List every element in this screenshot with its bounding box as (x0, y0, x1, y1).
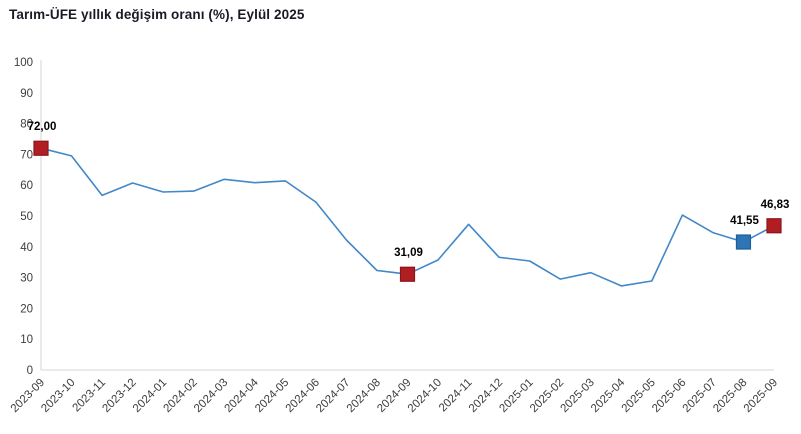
x-tick-label: 2023-10 (39, 377, 77, 415)
y-tick-label: 100 (14, 57, 33, 69)
data-point-label: 46,83 (761, 199, 790, 211)
chart-title: Tarım-ÜFE yıllık değişim oranı (%), Eylü… (9, 7, 305, 22)
red-square-marker (33, 140, 49, 156)
y-tick-label: 10 (20, 334, 33, 346)
data-line (40, 147, 775, 287)
y-tick-label: 80 (20, 119, 33, 131)
y-tick-label: 70 (20, 149, 33, 161)
y-tick-label: 40 (20, 242, 33, 254)
x-tick-label: 2025-09 (742, 377, 780, 415)
y-tick-label: 20 (20, 303, 33, 315)
y-tick-label: 90 (20, 88, 33, 100)
data-point-label: 72,00 (28, 121, 57, 133)
y-tick-label: 50 (20, 211, 33, 223)
data-point-label: 41,55 (730, 215, 759, 227)
y-tick-label: 60 (20, 180, 33, 192)
y-tick-label: 30 (20, 273, 33, 285)
red-square-marker (766, 218, 782, 234)
blue-square-marker (735, 234, 752, 250)
y-tick-label: 0 (27, 365, 33, 377)
x-tick-label: 2024-10 (406, 377, 444, 415)
red-square-marker (399, 266, 416, 282)
data-point-label: 31,09 (394, 247, 423, 259)
